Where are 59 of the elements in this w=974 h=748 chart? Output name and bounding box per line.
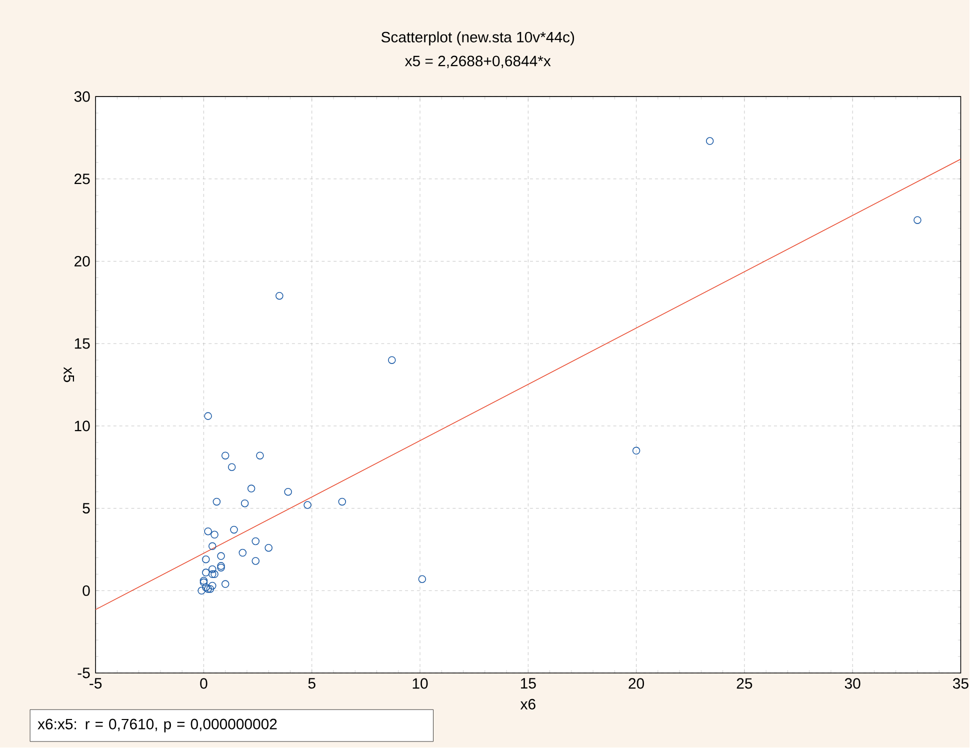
chart-title: Scatterplot (new.sta 10v*44c)	[381, 32, 574, 46]
point	[204, 585, 212, 594]
point	[632, 446, 640, 455]
point	[210, 530, 218, 539]
point	[202, 556, 210, 564]
point	[208, 570, 216, 578]
point	[217, 564, 225, 572]
y-tick-label: 10	[74, 420, 90, 432]
y-tick-label: 15	[74, 338, 90, 349]
point	[284, 488, 292, 496]
point	[338, 498, 346, 506]
point	[304, 501, 312, 510]
point	[212, 498, 221, 506]
point	[221, 580, 230, 588]
point	[240, 500, 249, 508]
y-tick-label: 5	[82, 503, 90, 514]
point	[217, 562, 225, 570]
point	[252, 538, 260, 546]
x-axis-title: x6	[520, 699, 536, 710]
y-tick-label: 20	[74, 256, 90, 267]
x-tick-label: 5	[308, 678, 316, 689]
x-tick-label: 15	[520, 678, 536, 689]
point	[264, 544, 272, 552]
point	[204, 412, 212, 420]
point	[208, 582, 216, 590]
point	[204, 528, 212, 536]
y-tick-label: 0	[82, 586, 90, 596]
point	[206, 585, 214, 594]
point	[388, 356, 396, 364]
point	[208, 566, 216, 574]
point	[252, 557, 260, 566]
x-tick-label: 10	[412, 678, 428, 689]
point	[230, 526, 238, 534]
point	[914, 216, 922, 224]
point	[217, 552, 225, 560]
x-tick-label: 20	[628, 678, 644, 689]
y-tick-label: 25	[74, 174, 90, 184]
point	[418, 575, 426, 584]
x-tick-label: 0	[200, 678, 208, 689]
point	[706, 137, 714, 146]
point	[228, 463, 236, 472]
point	[210, 570, 218, 578]
x-tick-label: -5	[90, 678, 102, 689]
y-axis-title: x5	[64, 367, 74, 382]
point	[256, 452, 264, 460]
point	[202, 568, 210, 577]
x-tick-label: 25	[736, 678, 752, 689]
y-tick-label: -5	[78, 668, 90, 678]
point	[221, 452, 230, 460]
point	[247, 484, 256, 493]
y-tick-label: 30	[74, 91, 90, 102]
text: x6:x5: r = 0,7610, p = 0,000000002	[38, 718, 277, 732]
chart-subtitle: x5 = 2,2688+0,6844*x	[404, 56, 551, 68]
point	[276, 292, 284, 300]
point	[238, 549, 247, 557]
x-tick-label: 35	[952, 678, 968, 689]
point	[208, 542, 216, 550]
point	[198, 586, 206, 595]
x-tick-label: 30	[844, 678, 860, 689]
